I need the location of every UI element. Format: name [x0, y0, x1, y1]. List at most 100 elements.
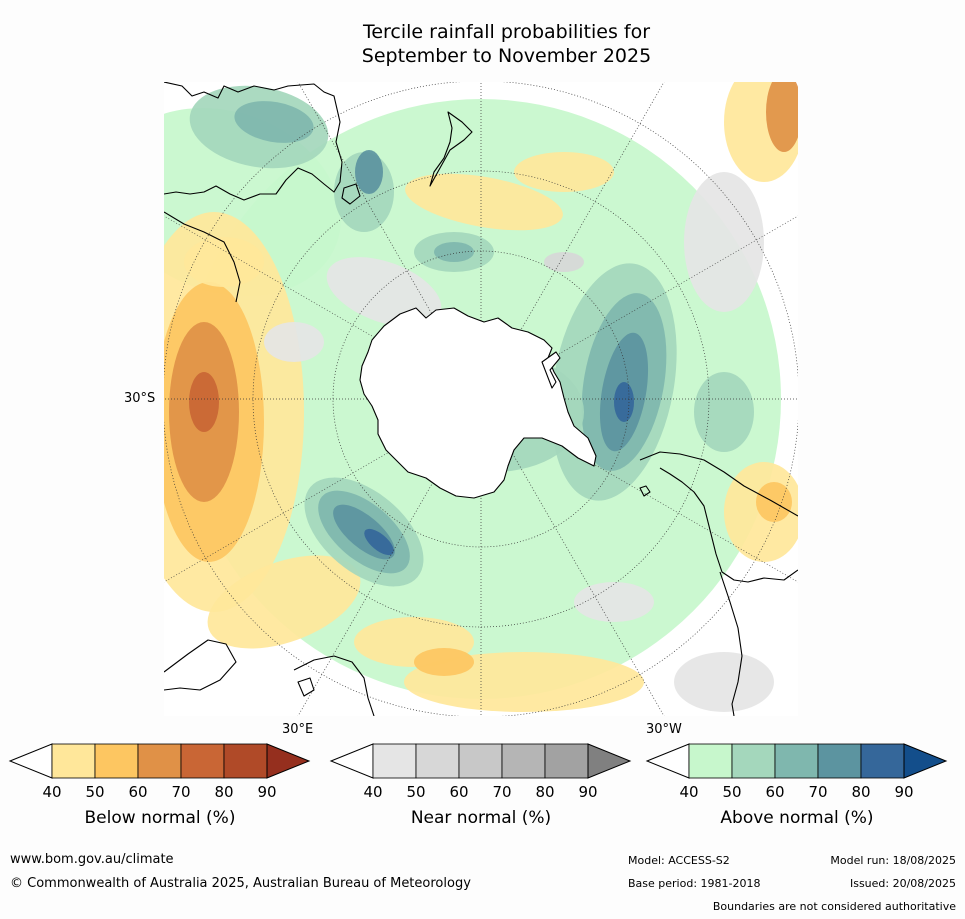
polar-map	[164, 82, 798, 716]
colorbar-segment	[223, 743, 268, 779]
colorbar-segment	[501, 743, 546, 779]
colorbar-below-left-arrow	[8, 743, 53, 779]
base-period: Base period: 1981-2018	[628, 877, 761, 890]
colorbar-above-left-arrow	[645, 743, 690, 779]
tick-label: 50	[406, 783, 426, 801]
probability-patch	[189, 372, 219, 432]
madagascar-islet	[297, 677, 315, 697]
colorbar-above-title: Above normal (%)	[720, 808, 874, 828]
tick-label: 40	[42, 783, 62, 801]
coastlines	[164, 82, 798, 716]
probability-patch	[264, 322, 324, 362]
tick-label: 60	[128, 783, 148, 801]
website-link[interactable]: www.bom.gov.au/climate	[10, 852, 174, 867]
tick-label: 60	[449, 783, 469, 801]
issued-date: Issued: 20/08/2025	[849, 877, 956, 890]
colorbar-below-swatches	[8, 743, 311, 779]
tick-label: 40	[679, 783, 699, 801]
probability-patch	[434, 242, 474, 262]
colorbar-below-right-arrow	[266, 743, 311, 779]
colorbar-below-segments	[51, 743, 268, 779]
tick-label: 40	[363, 783, 383, 801]
antarctica-coastline	[359, 307, 597, 499]
colorbar-above-right-arrow	[903, 743, 948, 779]
latitude-label-30s: 30°S	[124, 391, 156, 406]
probability-patch	[405, 173, 563, 231]
africa-coastline	[164, 211, 241, 303]
tick-label: 70	[492, 783, 512, 801]
title-line-1: Tercile rainfall probabilities for	[362, 21, 651, 43]
south-america-coastline	[639, 451, 798, 517]
probability-patch	[207, 555, 361, 649]
australia-coastline	[164, 82, 343, 201]
tick-label: 90	[257, 783, 277, 801]
probability-patch	[684, 172, 764, 312]
tasmania-coastline	[341, 183, 361, 205]
colorbar-near-swatches	[329, 743, 632, 779]
colorbar-near-title: Near normal (%)	[410, 808, 552, 828]
model-run-date: Model run: 18/08/2025	[830, 854, 956, 867]
tick-label: 50	[722, 783, 742, 801]
colorbar-below-normal	[8, 743, 311, 779]
probability-patch	[414, 648, 474, 676]
south-america-east-coastline	[659, 467, 798, 583]
tick-label: 80	[214, 783, 234, 801]
tick-label: 50	[85, 783, 105, 801]
title-line-2: September to November 2025	[361, 45, 652, 67]
colorbar-near-normal	[329, 743, 632, 779]
probability-patch	[544, 252, 584, 272]
tick-label: 90	[578, 783, 598, 801]
tick-label: 90	[894, 783, 914, 801]
colorbar-segment	[688, 743, 733, 779]
colorbar-above-swatches	[645, 743, 948, 779]
copyright-notice: © Commonwealth of Australia 2025, Austra…	[10, 876, 471, 891]
colorbar-below-title: Below normal (%)	[84, 808, 236, 828]
colorbar-near-left-arrow	[329, 743, 374, 779]
colorbar-segment	[415, 743, 460, 779]
colorbar-segment	[817, 743, 862, 779]
map-canvas	[164, 82, 798, 716]
probability-patch	[614, 382, 634, 422]
tick-label: 80	[535, 783, 555, 801]
colorbar-segment	[544, 743, 589, 779]
colorbar-segment	[137, 743, 182, 779]
colorbar-near-right-arrow	[587, 743, 632, 779]
colorbar-above-segments	[688, 743, 905, 779]
longitude-label-30e: 30°E	[282, 722, 314, 737]
colorbar-near-segments	[372, 743, 589, 779]
longitude-label-30w: 30°W	[646, 722, 682, 737]
antarctic-peninsula	[541, 351, 561, 389]
south-georgia-island	[639, 485, 651, 497]
colorbar-above-normal	[645, 743, 948, 779]
probability-patch	[364, 528, 394, 556]
probability-patch	[184, 237, 264, 287]
madagascar-coastline	[293, 655, 375, 716]
africa-south-coastline	[164, 639, 237, 691]
colorbar-segment	[458, 743, 503, 779]
colorbar-segment	[94, 743, 139, 779]
probability-patch	[574, 582, 654, 622]
tick-label: 70	[171, 783, 191, 801]
colorbar-segment	[372, 743, 417, 779]
colorbar-above-ticks: 40 50 60 70 80 90	[647, 783, 947, 803]
tick-label: 60	[765, 783, 785, 801]
colorbar-segment	[860, 743, 905, 779]
chart-title: Tercile rainfall probabilities for Septe…	[0, 20, 965, 68]
colorbar-segment	[731, 743, 776, 779]
tick-label: 80	[851, 783, 871, 801]
boundary-disclaimer: Boundaries are not considered authoritat…	[712, 900, 956, 913]
probability-patch	[694, 372, 754, 452]
probability-patch	[514, 152, 614, 192]
colorbar-segment	[774, 743, 819, 779]
new-zealand-coastline	[429, 111, 473, 187]
probability-patch	[355, 150, 383, 194]
probability-patch	[674, 652, 774, 712]
colorbar-segment	[51, 743, 96, 779]
south-america-tip	[719, 571, 743, 716]
colorbar-segment	[180, 743, 225, 779]
model-info: Model: ACCESS-S2	[628, 854, 730, 867]
probability-patch	[766, 82, 798, 152]
probability-patch	[234, 101, 314, 143]
tick-label: 70	[808, 783, 828, 801]
colorbar-near-ticks: 40 50 60 70 80 90	[331, 783, 631, 803]
